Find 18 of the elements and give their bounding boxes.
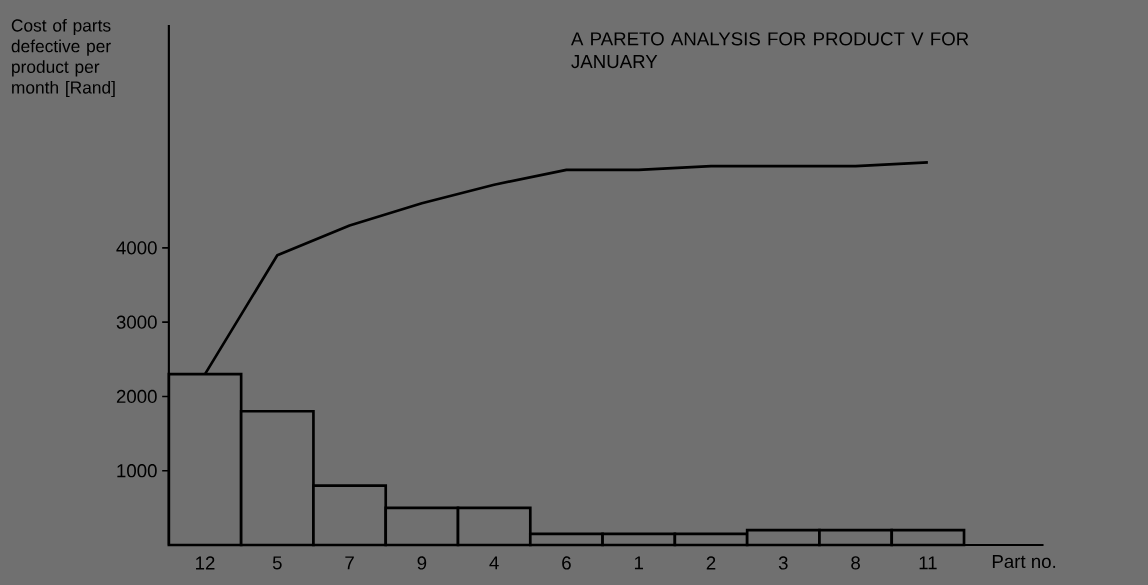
x-tick-label: 6 — [562, 556, 571, 570]
y-tick-label: 1000 — [117, 464, 157, 478]
x-tick-label: 2 — [706, 556, 716, 570]
y-tick-label: 4000 — [116, 241, 157, 255]
x-tick-label: 8 — [851, 556, 860, 570]
x-tick-label: 3 — [778, 556, 788, 570]
x-tick-label: 1 — [634, 556, 644, 570]
x-tick-label: 5 — [272, 556, 282, 570]
x-tick-label: 9 — [417, 556, 427, 570]
x-tick-label: 4 — [489, 556, 499, 570]
text: A PARETO ANALYSIS FOR PRODUCT V FOR JANUARY — [570, 32, 969, 69]
y-tick-label: 3000 — [116, 315, 157, 329]
x-tick-label: 7 — [345, 556, 354, 570]
x-tick-label: 12 — [196, 556, 215, 570]
y-axis-title: Cost of parts defective per product per month [Rand] — [11, 18, 115, 98]
x-axis-title: Part no. — [992, 555, 1056, 569]
x-tick-label: 11 — [919, 556, 937, 570]
y-tick-label: 2000 — [116, 389, 157, 404]
